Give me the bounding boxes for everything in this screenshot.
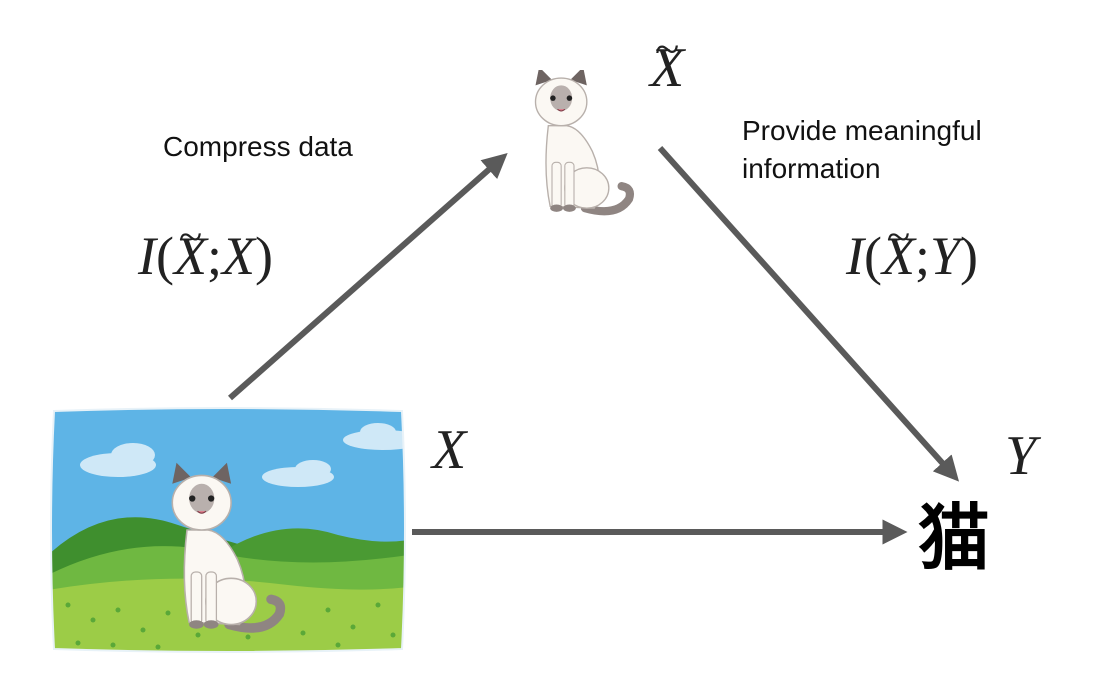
mutual-info-x: I(~ X;X) — [138, 214, 273, 286]
formula-close: ) — [254, 226, 273, 286]
arrow-xtilde-to-y — [657, 145, 960, 482]
formula-first: X — [881, 226, 915, 286]
cat-illustration — [534, 70, 635, 216]
provide-info-text: Provide meaningful information — [742, 112, 982, 188]
tilde-mark: ~ — [654, 24, 680, 75]
y-label: Y — [1005, 425, 1037, 487]
x-label: X — [432, 419, 467, 481]
formula-sep: ; — [206, 226, 222, 286]
cat-icon — [171, 462, 286, 633]
formula-open: ( — [863, 226, 882, 286]
x-tilde-label: ~ X — [650, 24, 684, 98]
formula-open: ( — [155, 226, 174, 286]
compress-data-text: Compress data — [163, 131, 353, 162]
tilde-mark: ~ — [178, 213, 203, 261]
tilde-mark: ~ — [886, 213, 911, 261]
y-value-neko: 猫 — [918, 496, 991, 580]
formula-first: X — [173, 226, 207, 286]
formula-sep: ; — [914, 226, 930, 286]
mutual-info-y: I(~ X;Y) — [846, 214, 979, 286]
formula-close: ) — [960, 226, 979, 286]
provide-info-line2: information — [742, 153, 881, 184]
formula-second: Y — [929, 226, 961, 286]
landscape-illustration — [50, 407, 406, 653]
provide-info-line1: Provide meaningful — [742, 115, 982, 146]
formula-second: X — [221, 226, 255, 286]
arrow-x-to-xtilde — [228, 152, 508, 401]
formula-func: I — [138, 226, 156, 286]
formula-func: I — [846, 226, 864, 286]
